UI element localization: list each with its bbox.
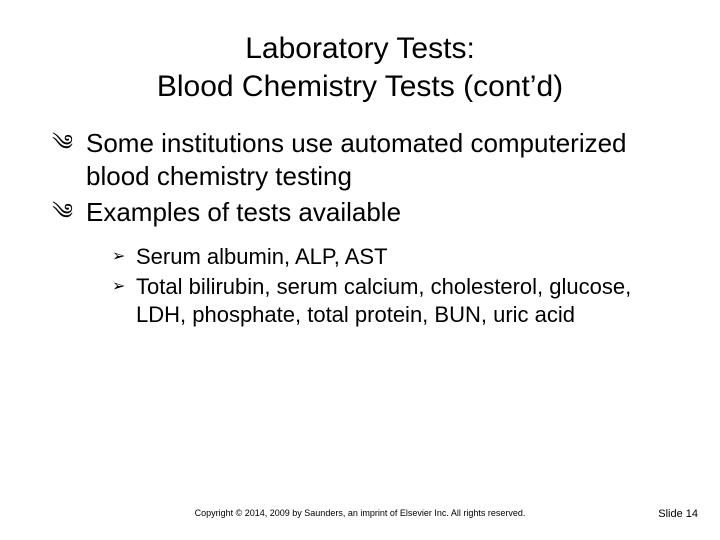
bullet-marker-icon: ༄ xyxy=(52,127,86,157)
sub-bullet-text: Total bilirubin, serum calcium, choleste… xyxy=(136,273,680,329)
sub-bullet-item: ➢ Total bilirubin, serum calcium, choles… xyxy=(112,273,680,329)
bullet-text: Examples of tests available xyxy=(86,196,401,229)
arrow-icon: ➢ xyxy=(112,243,136,268)
slide-title: Laboratory Tests: Blood Chemistry Tests … xyxy=(40,30,680,105)
bullet-text: Some institutions use automated computer… xyxy=(86,127,680,194)
bullet-item: ༄ Examples of tests available xyxy=(52,196,680,229)
title-line-2: Blood Chemistry Tests (cont’d) xyxy=(40,68,680,106)
title-line-1: Laboratory Tests: xyxy=(40,30,680,68)
sub-bullet-list: ➢ Serum albumin, ALP, AST ➢ Total biliru… xyxy=(112,243,680,329)
slide-body: ༄ Some institutions use automated comput… xyxy=(52,127,680,329)
bullet-marker-icon: ༄ xyxy=(52,196,86,226)
arrow-icon: ➢ xyxy=(112,273,136,298)
slide: Laboratory Tests: Blood Chemistry Tests … xyxy=(0,0,720,540)
sub-bullet-item: ➢ Serum albumin, ALP, AST xyxy=(112,243,680,271)
bullet-item: ༄ Some institutions use automated comput… xyxy=(52,127,680,194)
footer: Copyright © 2014, 2009 by Saunders, an i… xyxy=(0,508,720,518)
sub-bullet-text: Serum albumin, ALP, AST xyxy=(136,243,388,271)
copyright-text: Copyright © 2014, 2009 by Saunders, an i… xyxy=(195,508,526,518)
slide-number: Slide 14 xyxy=(658,508,698,520)
